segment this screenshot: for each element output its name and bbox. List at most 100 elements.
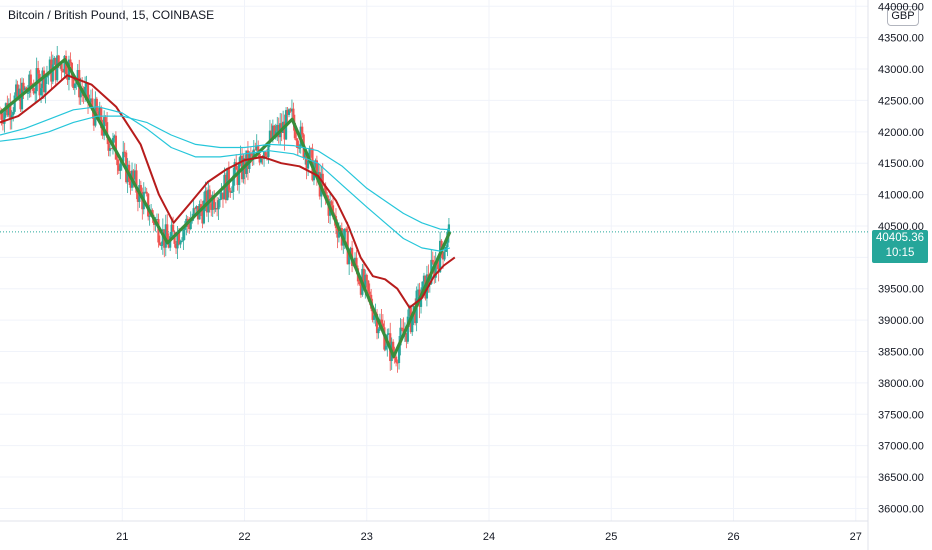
candle-body <box>15 84 18 96</box>
candle-body <box>204 190 207 201</box>
candle-body <box>301 126 304 135</box>
candle-body <box>304 152 307 158</box>
candle-body <box>290 108 294 112</box>
candle-body <box>447 224 451 232</box>
price-tick-label: 41500.00 <box>878 158 924 170</box>
candle-body <box>13 95 16 112</box>
candle-body <box>283 121 286 140</box>
price-tick-label: 38500.00 <box>878 347 924 359</box>
candle-body <box>314 160 317 168</box>
candle-body <box>265 155 269 157</box>
candle-body <box>164 224 167 248</box>
bar-countdown: 10:15 <box>885 247 915 259</box>
time-tick-label: 21 <box>116 531 128 543</box>
candle-body <box>104 117 107 123</box>
candle-body <box>337 231 340 238</box>
candle-body <box>359 284 362 295</box>
time-tick-label: 25 <box>605 531 617 543</box>
candle-body <box>286 110 289 115</box>
candles <box>0 45 451 373</box>
candle-body <box>235 162 238 170</box>
currency-button[interactable]: GBP <box>887 6 919 26</box>
candle-body <box>19 88 22 110</box>
candle-body <box>110 148 113 150</box>
candle-body <box>3 112 6 124</box>
candle-body <box>324 186 327 196</box>
time-axis[interactable]: 21 22 23 24 25 26 27 <box>116 531 862 543</box>
candle-body <box>362 268 365 288</box>
candle-body <box>66 74 69 80</box>
last-price-tag: 40405.36 10:15 <box>872 230 928 263</box>
candle-body <box>308 148 311 161</box>
candle-body <box>210 203 213 210</box>
time-tick-label: 26 <box>727 531 739 543</box>
candle-body <box>129 181 132 188</box>
ma_fast-line <box>0 74 456 309</box>
candle-body <box>406 316 409 342</box>
candle-body <box>174 243 178 249</box>
candle-body <box>233 162 236 176</box>
candle-body <box>192 208 195 219</box>
candle-body <box>160 244 163 246</box>
time-tick-label: 24 <box>483 531 495 543</box>
candle-body <box>45 75 49 78</box>
candle-body <box>183 226 186 230</box>
candle-body <box>371 308 374 320</box>
candle-body <box>73 83 76 88</box>
candle-body <box>86 83 90 103</box>
candle-body <box>16 84 19 98</box>
candle-body <box>358 281 361 285</box>
time-tick-label: 23 <box>361 531 373 543</box>
candle-body <box>348 253 351 265</box>
candle-body <box>177 231 181 245</box>
candle-body <box>95 98 98 112</box>
candle-body <box>343 228 346 240</box>
candle-body <box>91 98 94 111</box>
candle-body <box>76 70 79 83</box>
candle-body <box>437 264 440 273</box>
candle-body <box>298 147 301 149</box>
candle-body <box>211 195 214 210</box>
candle-body <box>0 113 3 120</box>
candle-body <box>144 191 147 193</box>
candle-body <box>63 55 66 73</box>
candle-body <box>236 169 239 185</box>
candle-body <box>419 298 423 307</box>
candle-body <box>38 73 41 96</box>
candle-body <box>268 130 272 143</box>
price-tick-label: 36500.00 <box>878 472 924 484</box>
candle-body <box>399 327 402 346</box>
candle-body <box>239 155 242 164</box>
candle-body <box>158 242 162 245</box>
candle-body <box>42 70 46 93</box>
candle-body <box>431 259 434 263</box>
candle-body <box>309 148 313 150</box>
candle-body <box>217 200 220 210</box>
candle-body <box>293 123 296 139</box>
candle-body <box>392 341 395 357</box>
candle-body <box>257 145 260 154</box>
candle-body <box>205 190 208 213</box>
candle-body <box>83 86 87 96</box>
candle-body <box>61 70 65 73</box>
candle-body <box>17 88 21 98</box>
candle-body <box>147 193 150 217</box>
candle-body <box>213 195 216 210</box>
candle-body <box>295 138 298 141</box>
candle-body <box>51 64 54 82</box>
candle-body <box>98 107 101 119</box>
candle-body <box>214 208 217 210</box>
candle-body <box>132 170 135 180</box>
candle-body <box>136 192 140 202</box>
candle-body <box>377 328 380 334</box>
candle-body <box>189 221 192 230</box>
candle-body <box>434 261 437 278</box>
candle-body <box>251 153 254 157</box>
price-tick-label: 44000.00 <box>878 1 924 13</box>
candle-body <box>176 231 179 249</box>
candle-body <box>57 55 60 65</box>
candle-body <box>220 192 223 199</box>
ma_slow-line <box>0 115 450 231</box>
price-tick-label: 36000.00 <box>878 503 924 515</box>
